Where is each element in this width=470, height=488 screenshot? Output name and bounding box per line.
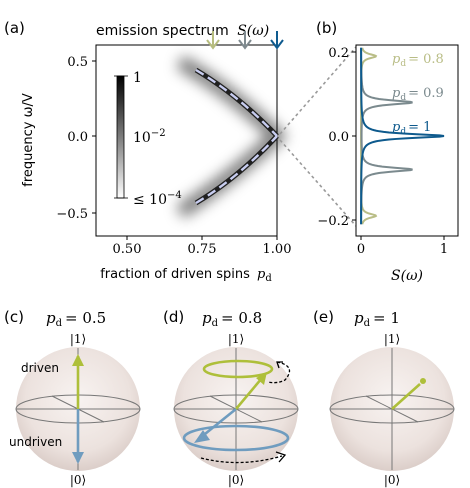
ytick-b-0: 0.2 (328, 46, 349, 61)
ytick-b-1: 0.0 (328, 130, 349, 145)
arrow-pd-1 (270, 31, 284, 50)
theory-curve-upper (195, 68, 278, 137)
colorbar (116, 75, 125, 199)
xtick-a-1: 0.75 (188, 242, 217, 257)
legend-pd-1: pd = 1 (392, 120, 431, 137)
sphere-e-ket0: |0⟩ (384, 473, 400, 487)
colorbar-top-label: 1 (133, 70, 142, 86)
panel-b-plot (360, 47, 445, 225)
connector-top (279, 46, 357, 135)
colorbar-mid-label: 10−2 (133, 128, 166, 146)
panel-a-title: emission spectrum S(ω) (96, 23, 269, 39)
ytick-a-2: −0.5 (56, 207, 88, 222)
panel-label-b: (b) (316, 19, 337, 37)
undriven-orbit (182, 424, 290, 452)
panel-a-ylabel: frequency ω/V (21, 93, 36, 187)
sphere-e-title: pd = 1 (354, 309, 400, 329)
bloch-sphere-e: |1⟩ |0⟩ (329, 332, 455, 487)
arrow-pd-08 (206, 31, 220, 50)
panel-label-c: (c) (4, 308, 24, 326)
rotation-arrow-bottom (200, 455, 283, 464)
panel-b-xlabel: S(ω) (391, 268, 423, 284)
sphere-c-ket1: |1⟩ (70, 332, 86, 346)
panel-label-e: (e) (313, 308, 334, 326)
legend-pd-08: pd = 0.8 (392, 52, 444, 69)
sphere-e-ket1: |1⟩ (384, 332, 400, 346)
ytick-b-2: −0.2 (317, 214, 349, 229)
xtick-b-1: 1 (440, 242, 448, 257)
ytick-a-0: 0.5 (67, 55, 88, 70)
panel-b-frame (355, 44, 459, 237)
sphere-c-ket0: |0⟩ (70, 473, 86, 487)
panel-label-a: (a) (4, 19, 25, 37)
bloch-sphere-d: |1⟩ |0⟩ (173, 332, 299, 487)
xtick-a-0: 0.50 (113, 242, 142, 257)
ytick-a-1: 0.0 (67, 130, 88, 145)
xtick-b-0: 0 (357, 242, 365, 257)
spectrum-line-2 (360, 47, 445, 225)
sphere-d-ket0: |0⟩ (228, 473, 244, 487)
connector-bottom (279, 139, 357, 227)
panel-label-d: (d) (163, 308, 184, 326)
panel-a: emission spectrum S(ω) 1 10 (21, 23, 291, 284)
panel-b: 0.2 0.0 −0.2 0 1 S(ω) pd = 0.8 pd = 0.9 pd… (317, 44, 459, 284)
bloch-sphere-c: |1⟩ |0⟩ driven undriven (9, 332, 141, 487)
colorbar-bottom-label: ≤ 10−4 (133, 190, 182, 208)
driven-label: driven (21, 361, 59, 375)
driven-orbit (202, 359, 274, 379)
arrow-pd-09 (238, 31, 252, 50)
sphere-d-ket1: |1⟩ (228, 332, 244, 346)
undriven-label: undriven (9, 435, 62, 449)
theory-curve-lower (195, 135, 278, 205)
legend-pd-09: pd = 0.9 (392, 86, 444, 103)
rotation-arrow-top (267, 361, 291, 384)
sphere-c-title: pd = 0.5 (46, 309, 106, 329)
xtick-a-2: 1.00 (263, 242, 292, 257)
sphere-d-title: pd = 0.8 (202, 309, 262, 329)
panel-a-xlabel: fraction of driven spins pd (100, 267, 272, 284)
